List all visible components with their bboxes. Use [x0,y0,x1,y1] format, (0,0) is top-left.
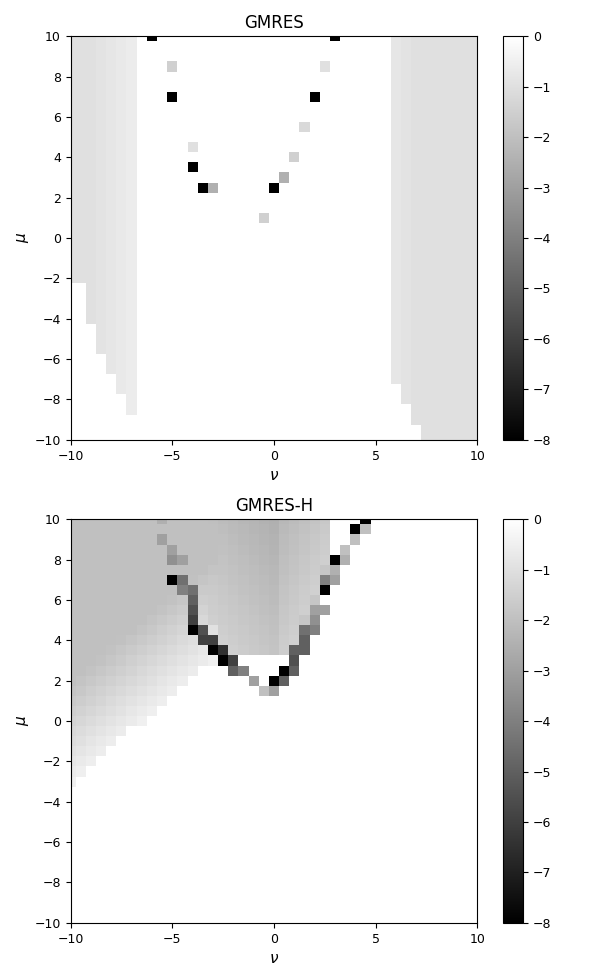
X-axis label: ν: ν [270,468,278,483]
X-axis label: ν: ν [270,952,278,966]
Y-axis label: μ: μ [14,716,29,726]
Title: GMRES: GMRES [244,14,304,32]
Y-axis label: μ: μ [14,233,29,243]
Title: GMRES-H: GMRES-H [235,497,313,514]
